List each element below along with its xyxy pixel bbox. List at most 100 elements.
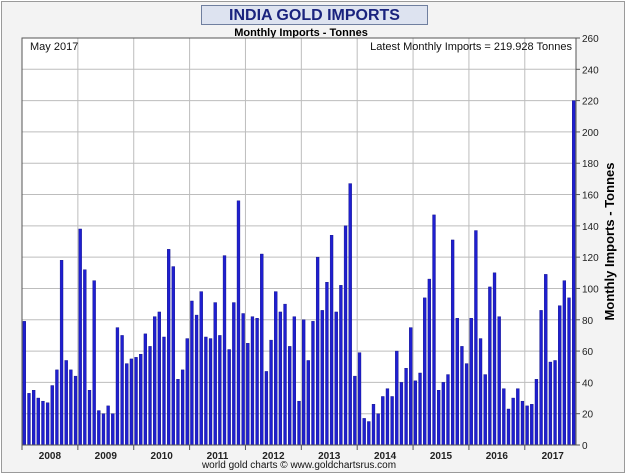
bar	[288, 346, 292, 446]
bar	[460, 346, 464, 446]
bar	[227, 349, 231, 446]
bar	[59, 260, 64, 446]
bar	[334, 311, 338, 446]
bar	[525, 405, 529, 446]
bar	[246, 343, 250, 446]
bar	[255, 318, 259, 446]
bar	[437, 390, 441, 446]
x-tick-label: 2017	[542, 451, 565, 462]
bar	[157, 311, 161, 446]
bar	[78, 228, 82, 446]
bar	[31, 390, 36, 446]
bar	[204, 336, 208, 446]
y-tick-label: 80	[582, 316, 594, 327]
bar	[194, 314, 199, 446]
bar	[143, 333, 148, 446]
bar	[343, 225, 348, 446]
x-tick-label: 2015	[430, 451, 453, 462]
bar	[87, 390, 92, 446]
bar	[73, 375, 78, 446]
bar	[450, 239, 455, 446]
bar	[497, 316, 501, 446]
bar	[153, 316, 157, 446]
bar	[222, 255, 227, 446]
bar	[64, 360, 68, 446]
x-tick-label: 2011	[207, 451, 229, 462]
bar	[311, 321, 315, 446]
bar	[478, 338, 483, 446]
bar	[139, 354, 143, 446]
bar	[97, 410, 101, 446]
bar	[385, 388, 390, 446]
bar	[278, 311, 283, 446]
bar	[208, 338, 213, 446]
x-tick-label: 2009	[95, 451, 118, 462]
bar	[539, 310, 543, 446]
bar	[362, 418, 366, 446]
bar	[283, 303, 287, 446]
y-tick-label: 40	[582, 378, 594, 389]
bar	[413, 380, 418, 446]
y-axis-title: Monthly Imports - Tonnes	[602, 163, 617, 321]
bar	[432, 214, 436, 446]
bar	[516, 388, 520, 446]
bar	[329, 235, 334, 446]
bar	[367, 421, 371, 446]
bar	[264, 371, 269, 446]
bar	[55, 369, 59, 446]
bar	[506, 408, 511, 446]
bar	[488, 286, 492, 446]
bar	[134, 357, 138, 446]
bar	[199, 291, 203, 446]
bar	[115, 327, 120, 446]
bar	[553, 360, 557, 446]
y-tick-label: 0	[582, 441, 588, 452]
bar	[36, 397, 40, 446]
bar	[302, 319, 306, 446]
bar	[455, 318, 459, 446]
bar	[213, 302, 217, 446]
y-tick-label: 100	[582, 284, 599, 295]
bar	[185, 338, 189, 446]
y-tick-label: 120	[582, 253, 599, 264]
y-tick-label: 20	[582, 410, 594, 421]
bar	[125, 363, 129, 446]
bar	[320, 310, 324, 446]
bar	[418, 372, 422, 446]
bar	[297, 400, 301, 446]
bar	[167, 249, 171, 446]
bar	[148, 346, 152, 446]
bar	[572, 100, 576, 446]
bar	[292, 316, 296, 446]
bar	[381, 396, 385, 446]
bar	[41, 400, 45, 446]
bar	[27, 393, 31, 446]
bar	[492, 272, 497, 446]
bar	[502, 388, 506, 446]
bar	[306, 360, 310, 446]
bar	[534, 379, 539, 446]
bar	[567, 297, 571, 446]
bar	[395, 350, 399, 446]
bar	[371, 404, 376, 446]
bar	[269, 339, 273, 446]
bar	[339, 285, 343, 446]
x-tick-label: 2010	[151, 451, 174, 462]
bar	[325, 282, 329, 446]
bar	[376, 413, 380, 446]
bar	[511, 397, 515, 446]
bar	[171, 266, 175, 446]
bar	[218, 335, 222, 446]
bar	[441, 382, 445, 446]
bar	[469, 318, 473, 446]
chart-subtitle: Monthly Imports - Tonnes	[234, 27, 368, 39]
bar	[353, 375, 357, 446]
bar	[69, 369, 73, 446]
bar	[92, 280, 96, 446]
bar	[83, 269, 87, 446]
x-tick-label: 2008	[39, 451, 62, 462]
bar	[50, 385, 54, 446]
bar	[120, 335, 124, 446]
y-tick-label: 140	[582, 222, 599, 233]
y-tick-label: 160	[582, 191, 599, 202]
